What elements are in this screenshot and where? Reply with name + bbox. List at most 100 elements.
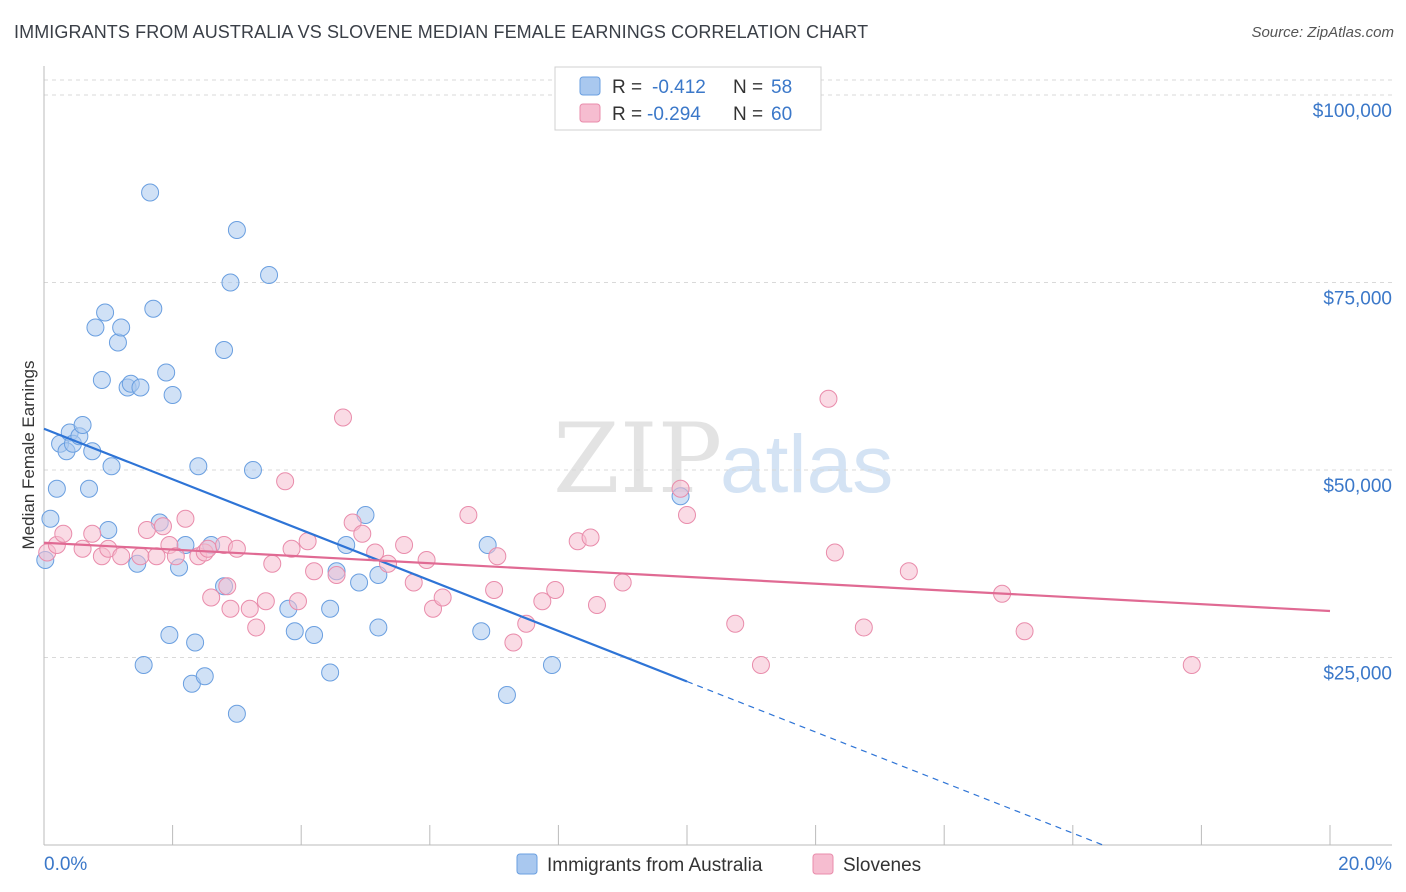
pink-point (546, 581, 565, 599)
blue-point (73, 416, 92, 434)
blue-point (221, 273, 240, 292)
pink-point (533, 592, 552, 611)
blue-point (141, 183, 160, 202)
bottom-legend-swatch-blue (516, 853, 538, 875)
pink-point (333, 408, 352, 427)
legend-swatch-blue (579, 76, 601, 96)
source-label: Source: ZipAtlas.com (1251, 24, 1394, 41)
blue-point (47, 479, 66, 498)
pink-point (488, 547, 507, 566)
pink-point (202, 588, 221, 607)
pink-point (485, 581, 504, 599)
blue-point (195, 667, 214, 686)
blue-point (260, 266, 279, 284)
pink-point (417, 551, 436, 569)
legend-r-label: R = (612, 104, 642, 125)
blue-point (189, 457, 208, 476)
pink-point (726, 614, 745, 633)
pink-point (221, 599, 240, 618)
x-tick-label: 0.0% (44, 854, 87, 875)
pink-point (282, 539, 301, 558)
pink-point (54, 524, 73, 543)
blue-point (134, 656, 153, 674)
blue-point (186, 633, 205, 652)
blue-point (227, 704, 246, 723)
pink-point (1015, 622, 1034, 641)
pink-point (276, 472, 295, 491)
pink-point (825, 543, 844, 562)
pink-point (327, 566, 346, 584)
pink-point (504, 633, 523, 652)
pink-point (263, 554, 282, 573)
pink-point (613, 573, 632, 592)
legend-n-value: 60 (771, 104, 792, 125)
blue-point (215, 341, 234, 359)
bottom-legend-label-australia: Immigrants from Australia (547, 855, 763, 876)
tick-labels: $25,000 $50,000 $75,000 $100,000 0.0% 20.0% (44, 101, 1392, 875)
blue-trend-line (43, 427, 688, 683)
gridlines (44, 79, 1392, 658)
blue-point (99, 521, 118, 539)
pink-point (305, 562, 324, 581)
pink-point (83, 524, 102, 543)
blue-point (472, 622, 491, 641)
blue-point (350, 573, 369, 592)
pink-point (587, 596, 606, 614)
pink-point (1182, 656, 1201, 674)
axes (43, 66, 1392, 846)
legend-r-label: R = (612, 77, 642, 98)
blue-point (305, 626, 324, 644)
chart-title: IMMIGRANTS FROM AUSTRALIA VS SLOVENE MED… (14, 22, 869, 42)
pink-point (671, 479, 690, 498)
bottom-legend-label-slovenes: Slovenes (843, 855, 921, 876)
pink-point (240, 599, 259, 618)
blue-point (80, 479, 99, 498)
y-tick-label: $25,000 (1323, 664, 1392, 685)
legend-swatch-pink (579, 103, 601, 123)
pink-point (678, 506, 696, 524)
y-tick-label: $50,000 (1323, 476, 1392, 497)
blue-point (92, 371, 111, 389)
legend-n-label: N = (733, 77, 763, 98)
y-tick-label: $100,000 (1313, 101, 1392, 122)
legend-r-value: -0.412 (652, 77, 706, 98)
blue-point (131, 378, 150, 397)
pink-point (227, 539, 246, 558)
blue-point (112, 318, 131, 337)
pink-point (137, 521, 156, 539)
legend-r-value: -0.294 (647, 104, 701, 125)
pink-trend-line (43, 541, 1331, 613)
blue-point (369, 618, 388, 637)
pink-point (73, 539, 92, 558)
blue-point (86, 318, 105, 337)
watermark-atlas: atlas (720, 419, 893, 510)
pink-point (353, 524, 372, 543)
blue-point (41, 509, 60, 528)
pink-point (854, 618, 873, 637)
pink-point (153, 517, 172, 536)
blue-point (163, 386, 182, 404)
top-legend: R = -0.412 N = 58 R = -0.294 N = 60 (554, 66, 822, 131)
blue-trend-extension (686, 680, 1106, 847)
pink-point (166, 547, 185, 566)
y-tick-label: $75,000 (1323, 289, 1392, 310)
data-points (36, 183, 1201, 723)
pink-point (581, 528, 600, 547)
blue-point (157, 363, 176, 382)
blue-point (243, 461, 262, 479)
blue-point (321, 599, 340, 618)
pink-point (218, 577, 237, 596)
bottom-legend-swatch-pink (812, 853, 834, 875)
blue-point (160, 626, 179, 644)
pink-point (899, 562, 918, 581)
pink-point (288, 592, 307, 611)
blue-point (96, 303, 115, 322)
blue-point (321, 663, 340, 682)
pink-point (198, 539, 217, 558)
blue-point (144, 299, 163, 318)
pink-point (176, 509, 195, 528)
x-tick-label: 20.0% (1338, 854, 1392, 875)
blue-point (285, 622, 304, 641)
legend-n-label: N = (733, 104, 763, 125)
pink-point (256, 592, 275, 611)
